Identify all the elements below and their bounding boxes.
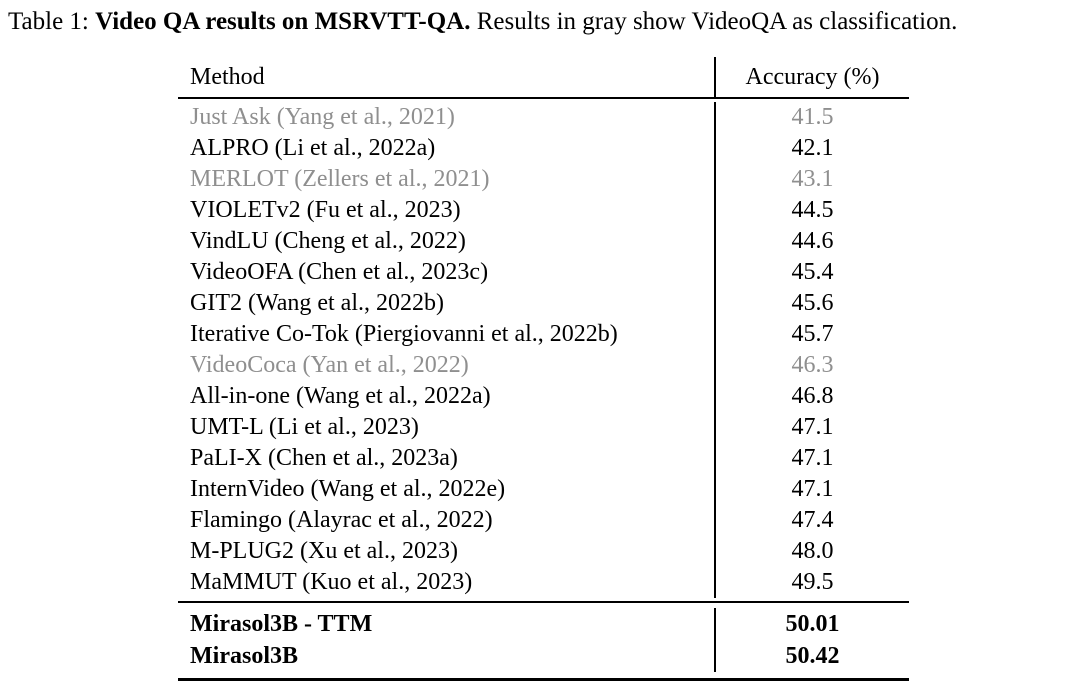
accuracy-cell: 44.6 bbox=[714, 226, 909, 257]
table-row: MaMMUT (Kuo et al., 2023) 49.5 bbox=[178, 567, 909, 598]
method-cell: PaLI-X (Chen et al., 2023a) bbox=[190, 445, 458, 471]
method-cell: VindLU (Cheng et al., 2022) bbox=[190, 228, 466, 254]
method-cell: M-PLUG2 (Xu et al., 2023) bbox=[190, 538, 458, 564]
accuracy-cell: 46.8 bbox=[714, 381, 909, 412]
method-cell: VideoCoca (Yan et al., 2022) bbox=[190, 352, 469, 378]
method-cell: All-in-one (Wang et al., 2022a) bbox=[190, 383, 491, 409]
accuracy-cell: 47.1 bbox=[714, 443, 909, 474]
accuracy-cell: 43.1 bbox=[714, 164, 909, 195]
method-cell: Iterative Co-Tok (Piergiovanni et al., 2… bbox=[190, 321, 618, 347]
accuracy-cell: 46.3 bbox=[714, 350, 909, 381]
method-cell: Just Ask (Yang et al., 2021) bbox=[190, 104, 455, 130]
accuracy-cell: 48.0 bbox=[714, 536, 909, 567]
table-header-row: Method Accuracy (%) bbox=[178, 57, 909, 99]
table-row: Flamingo (Alayrac et al., 2022) 47.4 bbox=[178, 505, 909, 536]
column-header-method: Method bbox=[190, 64, 265, 90]
table-row: PaLI-X (Chen et al., 2023a) 47.1 bbox=[178, 443, 909, 474]
table-caption: Table 1: Video QA results on MSRVTT-QA. … bbox=[8, 6, 957, 38]
table-row: Mirasol3B 50.42 bbox=[178, 640, 909, 672]
table-row: GIT2 (Wang et al., 2022b) 45.6 bbox=[178, 288, 909, 319]
accuracy-cell: 45.6 bbox=[714, 288, 909, 319]
accuracy-cell: 45.4 bbox=[714, 257, 909, 288]
table-row: All-in-one (Wang et al., 2022a) 46.8 bbox=[178, 381, 909, 412]
method-cell: MaMMUT (Kuo et al., 2023) bbox=[190, 569, 473, 595]
accuracy-cell: 47.1 bbox=[714, 412, 909, 443]
method-cell: UMT-L (Li et al., 2023) bbox=[190, 414, 419, 440]
table-row: VideoCoca (Yan et al., 2022) 46.3 bbox=[178, 350, 909, 381]
table-row: VideoOFA (Chen et al., 2023c) 45.4 bbox=[178, 257, 909, 288]
method-cell: MERLOT (Zellers et al., 2021) bbox=[190, 166, 490, 192]
table-row: M-PLUG2 (Xu et al., 2023) 48.0 bbox=[178, 536, 909, 567]
table-row: Iterative Co-Tok (Piergiovanni et al., 2… bbox=[178, 319, 909, 350]
accuracy-cell: 45.7 bbox=[714, 319, 909, 350]
accuracy-cell: 47.4 bbox=[714, 505, 909, 536]
method-cell: GIT2 (Wang et al., 2022b) bbox=[190, 290, 444, 316]
accuracy-cell: 49.5 bbox=[714, 567, 909, 598]
caption-suffix: Results in gray show VideoQA as classifi… bbox=[470, 8, 958, 35]
method-cell: Mirasol3B bbox=[190, 643, 298, 669]
table-row: VIOLETv2 (Fu et al., 2023) 44.5 bbox=[178, 195, 909, 226]
method-cell: Mirasol3B - TTM bbox=[190, 611, 373, 637]
table-row: Mirasol3B - TTM 50.01 bbox=[178, 608, 909, 640]
method-cell: Flamingo (Alayrac et al., 2022) bbox=[190, 507, 493, 533]
accuracy-cell: 50.42 bbox=[714, 640, 909, 672]
accuracy-cell: 42.1 bbox=[714, 133, 909, 164]
accuracy-cell: 44.5 bbox=[714, 195, 909, 226]
caption-prefix: Table 1: bbox=[8, 8, 96, 35]
table-highlight-section: Mirasol3B - TTM 50.01 Mirasol3B 50.42 bbox=[178, 603, 909, 681]
table-body: Just Ask (Yang et al., 2021) 41.5 ALPRO … bbox=[178, 99, 909, 603]
table-row: InternVideo (Wang et al., 2022e) 47.1 bbox=[178, 474, 909, 505]
accuracy-cell: 50.01 bbox=[714, 608, 909, 640]
method-cell: VideoOFA (Chen et al., 2023c) bbox=[190, 259, 489, 285]
accuracy-cell: 47.1 bbox=[714, 474, 909, 505]
table-row: UMT-L (Li et al., 2023) 47.1 bbox=[178, 412, 909, 443]
column-header-accuracy: Accuracy (%) bbox=[714, 57, 909, 97]
method-cell: ALPRO (Li et al., 2022a) bbox=[190, 135, 436, 161]
accuracy-cell: 41.5 bbox=[714, 102, 909, 133]
results-table: Method Accuracy (%) Just Ask (Yang et al… bbox=[178, 57, 909, 681]
caption-title: Video QA results on MSRVTT-QA. bbox=[95, 8, 471, 35]
table-row: Just Ask (Yang et al., 2021) 41.5 bbox=[178, 102, 909, 133]
table-row: VindLU (Cheng et al., 2022) 44.6 bbox=[178, 226, 909, 257]
table-row: ALPRO (Li et al., 2022a) 42.1 bbox=[178, 133, 909, 164]
method-cell: VIOLETv2 (Fu et al., 2023) bbox=[190, 197, 461, 223]
method-cell: InternVideo (Wang et al., 2022e) bbox=[190, 476, 506, 502]
table-row: MERLOT (Zellers et al., 2021) 43.1 bbox=[178, 164, 909, 195]
